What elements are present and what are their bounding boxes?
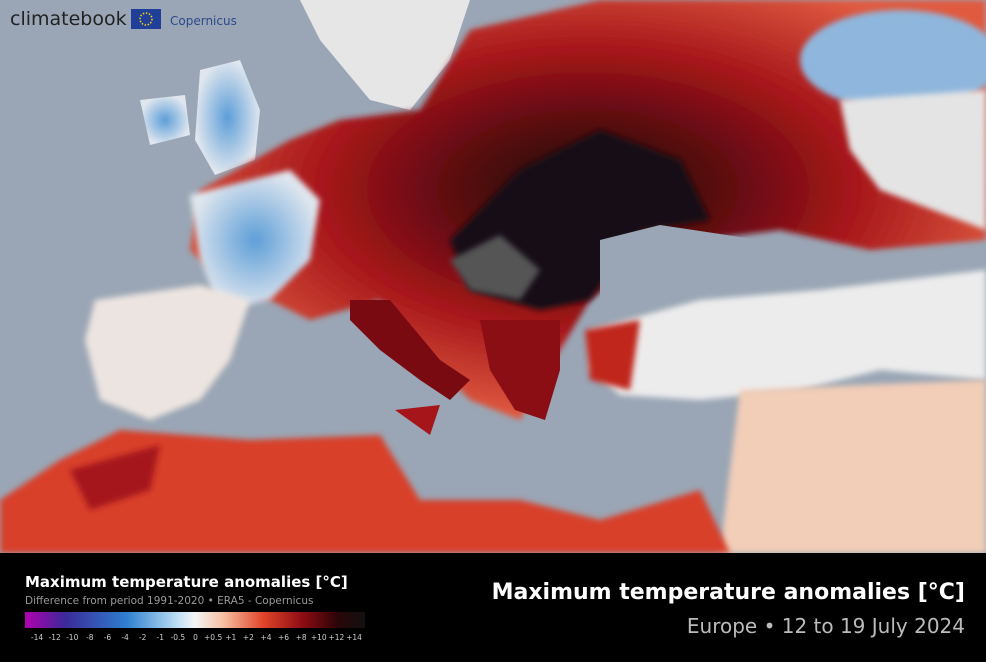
colorbar-label: -6 [104, 633, 112, 642]
land [840, 90, 986, 230]
land [800, 10, 986, 110]
land [0, 430, 730, 553]
map-area [0, 0, 986, 553]
land [140, 95, 190, 145]
land [585, 320, 640, 390]
land [70, 445, 160, 510]
land [300, 0, 470, 110]
header-subtitle: Europe • 12 to 19 July 2024 [687, 614, 965, 638]
colorbar-label: +14 [346, 633, 362, 642]
colorbar-label: +1 [225, 633, 236, 642]
legend-subtitle: Difference from period 1991-2020 • ERA5 … [25, 595, 313, 607]
land [190, 170, 320, 310]
eu-stars [139, 12, 153, 26]
land [350, 300, 470, 400]
footer-panel [0, 553, 986, 662]
legend-title: Maximum temperature anomalies [°C] [25, 573, 348, 591]
land [85, 285, 250, 420]
header-title: Maximum temperature anomalies [°C] [492, 580, 965, 605]
land [480, 320, 560, 420]
partner-logo: Copernicus [170, 14, 237, 28]
colorbar-label: +10 [311, 633, 327, 642]
land [450, 235, 540, 300]
colorbar-label: +0.5 [204, 633, 222, 642]
colorbar [25, 612, 365, 628]
colorbar-label: -8 [86, 633, 94, 642]
colorbar-label: +12 [328, 633, 344, 642]
logo: climatebook Copernicus [10, 8, 237, 30]
colorbar-label: -14 [31, 633, 43, 642]
colorbar-label: -2 [139, 633, 147, 642]
colorbar-label: -0.5 [171, 633, 186, 642]
colorbar-label: -1 [157, 633, 165, 642]
colorbar-label: -10 [66, 633, 78, 642]
colorbar-label: +2 [243, 633, 254, 642]
eu-flag [131, 9, 161, 29]
land [395, 405, 440, 435]
colorbar-label: +8 [296, 633, 307, 642]
colorbar-label: 0 [193, 633, 198, 642]
colorbar-label: +6 [278, 633, 289, 642]
land [195, 60, 260, 175]
colorbar-label: +4 [260, 633, 271, 642]
brand-logo: climatebook [10, 8, 127, 30]
colorbar-label: -4 [121, 633, 129, 642]
land [590, 270, 986, 400]
colorbar-label: -12 [48, 633, 60, 642]
land [720, 380, 986, 553]
